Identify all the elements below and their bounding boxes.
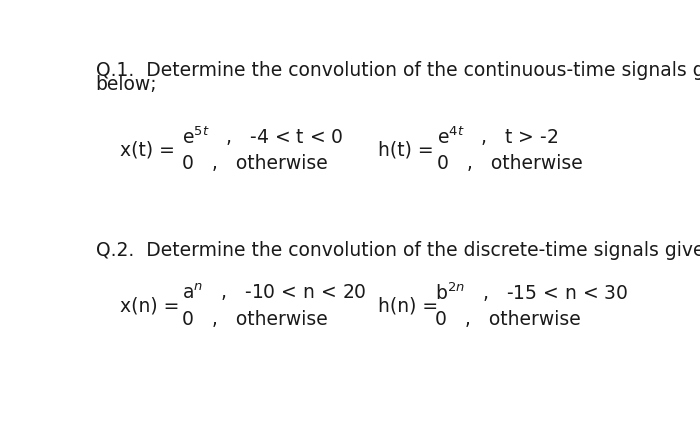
Text: h(t) =: h(t) = xyxy=(378,140,433,159)
Text: 0   ,   otherwise: 0 , otherwise xyxy=(435,310,580,329)
Text: e$^{4t}$   ,   t > -2: e$^{4t}$ , t > -2 xyxy=(438,124,559,148)
Text: 0   ,   otherwise: 0 , otherwise xyxy=(183,154,328,173)
Text: h(n) =: h(n) = xyxy=(378,296,438,315)
Text: a$^{n}$   ,   -10 < n < 20: a$^{n}$ , -10 < n < 20 xyxy=(183,282,367,303)
Text: x(n) =: x(n) = xyxy=(120,296,179,315)
Text: Q.1.  Determine the convolution of the continuous-time signals given: Q.1. Determine the convolution of the co… xyxy=(96,61,700,80)
Text: b$^{2n}$   ,   -15 < n < 30: b$^{2n}$ , -15 < n < 30 xyxy=(435,280,628,304)
Text: below;: below; xyxy=(96,75,158,94)
Text: Q.2.  Determine the convolution of the discrete-time signals given below;: Q.2. Determine the convolution of the di… xyxy=(96,241,700,260)
Text: 0   ,   otherwise: 0 , otherwise xyxy=(183,310,328,329)
Text: e$^{5t}$   ,   -4 < t < 0: e$^{5t}$ , -4 < t < 0 xyxy=(183,124,344,148)
Text: 0   ,   otherwise: 0 , otherwise xyxy=(438,154,583,173)
Text: x(t) =: x(t) = xyxy=(120,140,175,159)
